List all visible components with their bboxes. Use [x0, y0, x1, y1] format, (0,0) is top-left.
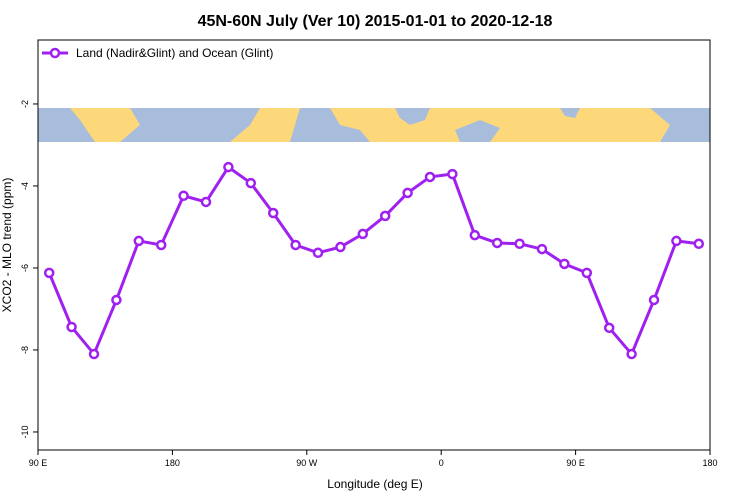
x-tick-label: 180	[165, 458, 180, 468]
data-point	[88, 348, 100, 360]
data-point	[200, 196, 212, 208]
x-axis-label: Longitude (deg E)	[327, 477, 422, 491]
data-point	[290, 239, 301, 251]
data-point	[603, 322, 615, 334]
data-point	[693, 238, 705, 250]
data-point	[379, 210, 391, 222]
legend-marker	[49, 47, 61, 59]
data-point	[536, 243, 548, 255]
x-tick-label: 180	[702, 458, 717, 468]
data-line	[47, 164, 699, 357]
data-point	[178, 190, 189, 202]
legend-label: Land (Nadir&Glint) and Ocean (Glint)	[76, 46, 273, 60]
data-point	[155, 239, 167, 251]
data-point	[245, 177, 257, 189]
y-tick-label: -10	[20, 425, 30, 438]
y-tick-label: -4	[20, 182, 30, 190]
data-point	[648, 294, 660, 306]
data-point	[43, 267, 55, 279]
data-point	[133, 235, 145, 247]
data-point	[671, 235, 682, 247]
data-point	[402, 187, 413, 199]
data-point	[447, 168, 458, 180]
data-point	[559, 258, 570, 270]
data-point	[469, 229, 481, 241]
data-point	[581, 267, 593, 279]
y-tick-label: -6	[20, 264, 30, 272]
x-tick-label: 0	[439, 458, 444, 468]
x-tick-label: 90 W	[296, 458, 318, 468]
x-tick-label: 90 E	[566, 458, 585, 468]
chart-title: 45N-60N July (Ver 10) 2015-01-01 to 2020…	[198, 13, 553, 30]
plot-frame	[37, 39, 711, 451]
data-point	[424, 171, 436, 183]
data-point	[626, 348, 637, 360]
data-point	[66, 321, 77, 333]
data-point	[267, 207, 279, 219]
y-tick-label: -2	[20, 100, 30, 108]
y-tick-label: -8	[20, 346, 30, 354]
data-point	[335, 241, 346, 253]
y-axis-label: XCO2 - MLO trend (ppm)	[0, 178, 14, 313]
data-point	[312, 247, 324, 259]
data-point	[111, 294, 122, 306]
x-tick-label: 90 E	[29, 458, 48, 468]
data-point	[514, 238, 525, 250]
legend: Land (Nadir&Glint) and Ocean (Glint)	[42, 46, 273, 60]
data-point	[491, 237, 503, 249]
data-point	[357, 228, 369, 240]
map-strip	[38, 108, 710, 142]
data-point	[223, 161, 234, 173]
